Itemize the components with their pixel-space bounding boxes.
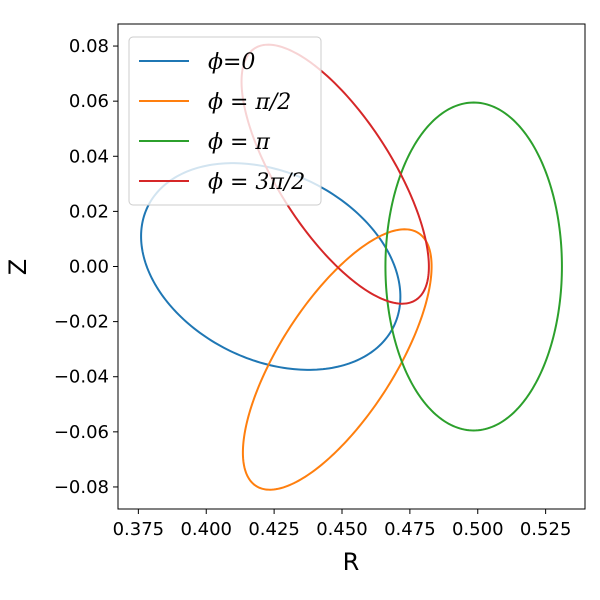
x-tick-label: 0.425 [248,519,300,540]
plot-series-group [140,43,563,491]
y-axis: −0.08 −0.06 −0.04 −0.02 0.00 0.02 0.04 0.06 0.08 [54,36,118,498]
x-tick-label: 0.525 [520,519,572,540]
x-tick-label: 0.475 [384,519,436,540]
series-curve-0 [140,162,402,371]
y-tick-label: 0.06 [69,91,109,112]
y-tick-label: 0.00 [69,257,109,278]
x-tick-label: 0.400 [180,519,232,540]
legend-box [128,36,322,206]
x-tick-label: 0.500 [452,519,504,540]
x-tick-label: 0.375 [113,519,165,540]
legend: ϕ=0 ϕ = π/2 ϕ = π ϕ = 3π/2 [128,36,322,206]
y-tick-label: −0.06 [54,422,109,443]
x-tick-label: 0.450 [316,519,368,540]
y-tick-label: −0.02 [54,312,109,333]
y-axis-label: Z [4,259,32,275]
x-axis-label: R [343,548,360,576]
y-tick-label: −0.04 [54,367,109,388]
series-curve-1 [241,228,433,491]
y-tick-label: 0.02 [69,201,109,222]
x-axis: 0.375 0.400 0.425 0.450 0.475 0.500 0.525 [113,509,572,540]
y-tick-label: 0.08 [69,36,109,57]
legend-label-3: ϕ = 3π/2 [208,170,305,195]
legend-label-2: ϕ = π [208,130,270,155]
legend-label-1: ϕ = π/2 [208,90,291,115]
series-curve-2 [384,101,563,432]
legend-label-0: ϕ=0 [208,50,255,75]
y-tick-label: −0.08 [54,477,109,498]
y-tick-label: 0.04 [69,146,109,167]
